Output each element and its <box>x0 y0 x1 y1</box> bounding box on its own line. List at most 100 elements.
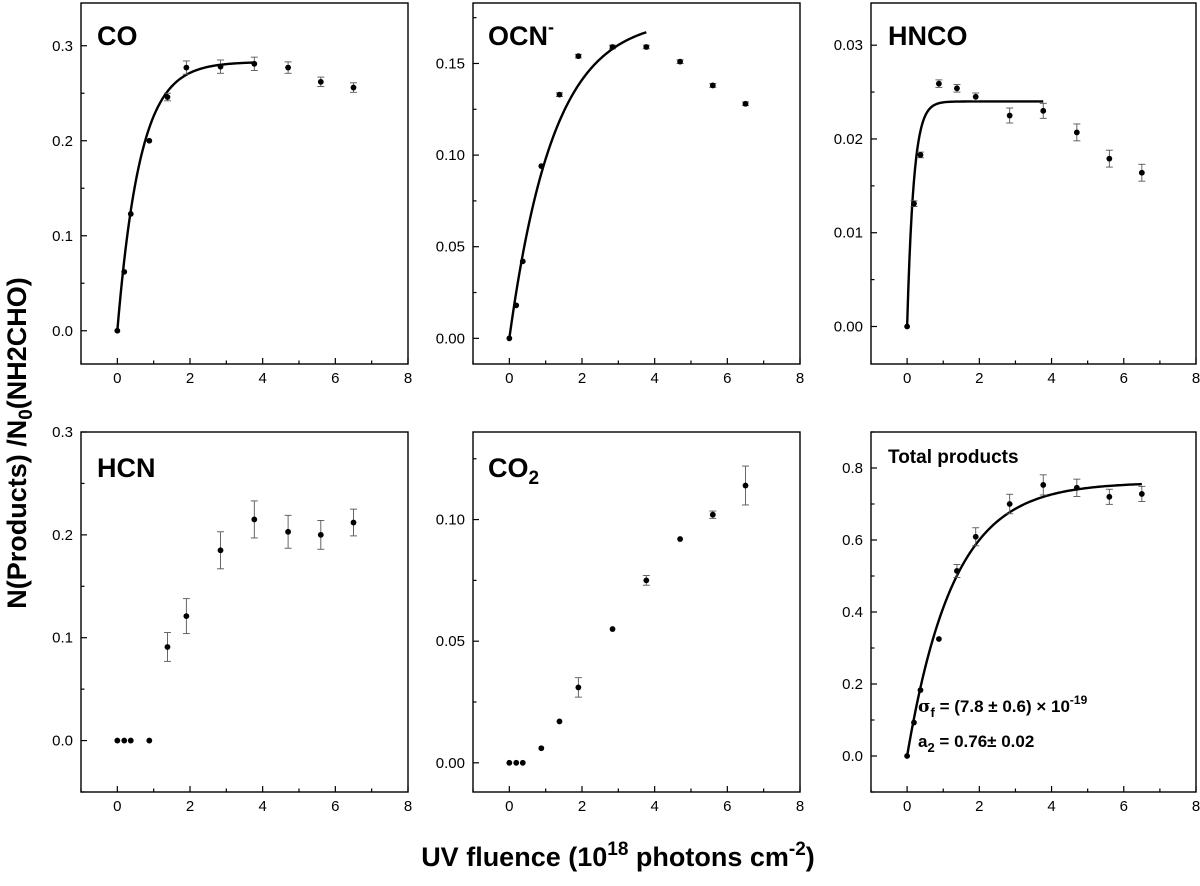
panel-label: Total products <box>888 447 1019 468</box>
y-tick-label: 0.2 <box>52 133 73 150</box>
plot-frame <box>472 2 801 365</box>
x-tick-label: 4 <box>650 370 658 387</box>
data-point <box>350 84 357 91</box>
panel-label-sup: - <box>548 17 554 37</box>
fit-curve <box>508 31 647 339</box>
x-tick-label: 2 <box>578 798 586 815</box>
data-point <box>1073 129 1080 136</box>
data-point <box>538 163 545 169</box>
data-point <box>575 684 582 691</box>
data-point <box>556 718 563 725</box>
panel-label-main: CO <box>488 453 529 483</box>
data-point <box>972 533 979 540</box>
y-tick-label: 0.03 <box>834 37 863 54</box>
fit-curve <box>905 100 1044 327</box>
data-point <box>742 482 749 489</box>
y-tick-label: 0.3 <box>52 38 73 55</box>
data-point <box>183 613 190 620</box>
annotation-a2: a2 = 0.76± 0.02 <box>918 732 1034 755</box>
y-axis-title-tail: (NH2CHO) <box>2 277 32 409</box>
x-tick-label: 6 <box>723 798 731 815</box>
panel-label: CO2 <box>488 453 539 489</box>
y-tick-label: 0.1 <box>52 630 73 647</box>
panel-label: OCN- <box>488 17 554 51</box>
y-tick-label: 0.3 <box>52 424 73 441</box>
data-point <box>1106 155 1113 162</box>
data-point <box>1073 484 1080 491</box>
data-point <box>251 60 258 67</box>
data-point <box>183 64 190 71</box>
data-point <box>677 536 683 542</box>
y-tick-label: 0.4 <box>842 604 863 621</box>
x-tick-label: 6 <box>331 370 339 387</box>
fit-curve <box>116 61 255 331</box>
x-axis-title-sup2: -2 <box>789 839 806 860</box>
data-point <box>146 137 153 144</box>
annotation-sigma-text: = (7.8 ± 0.6) × 10 <box>935 697 1070 716</box>
y-tick-label: 0.0 <box>842 748 863 765</box>
data-point <box>677 58 683 65</box>
data-point <box>1040 482 1047 488</box>
x-tick-label: 0 <box>903 798 911 815</box>
data-point <box>643 44 650 50</box>
x-tick-label: 4 <box>1047 798 1055 815</box>
x-tick-label: 8 <box>1192 798 1200 815</box>
data-point <box>911 719 917 726</box>
data-point <box>121 268 128 275</box>
data-point <box>972 93 979 100</box>
y-tick-label: 0.6 <box>842 532 863 549</box>
data-point <box>164 644 171 650</box>
plot-frame <box>80 2 409 365</box>
y-tick-label: 0.1 <box>52 228 73 245</box>
y-tick-label: 0.01 <box>834 225 863 242</box>
annotation-a2-symbol: a <box>918 732 928 751</box>
x-tick-label: 6 <box>331 798 339 815</box>
y-axis-title: N(Products) /N0(NH2CHO) <box>2 277 37 609</box>
data-point <box>556 91 563 98</box>
panel-label: CO <box>97 21 138 51</box>
panel-6: 0 2 4 6 8 0.0 0.2 0.4 0.6 0.8 Total products <box>842 431 1200 815</box>
data-point <box>917 687 924 694</box>
x-tick-label: 0 <box>505 798 513 815</box>
panel-3: 0 2 4 6 8 0.00 0.01 0.02 0.03 HNCO <box>834 2 1200 387</box>
data-point <box>643 577 650 584</box>
data-point <box>575 53 582 60</box>
y-tick-label: 0.2 <box>842 676 863 693</box>
data-point <box>1006 501 1013 507</box>
x-axis-title-tail: photons cm <box>628 842 789 872</box>
y-axis-title-sub: 0 <box>16 409 37 420</box>
data-point <box>917 152 924 158</box>
y-tick-label: 0.05 <box>436 633 465 650</box>
data-point <box>121 737 128 744</box>
data-point <box>217 547 224 554</box>
data-point <box>317 531 324 538</box>
annotation-sigma-sub: f <box>931 705 936 720</box>
x-axis-title-main: UV fluence (10 <box>421 842 607 872</box>
x-tick-label: 4 <box>258 798 266 815</box>
data-point <box>164 94 171 100</box>
data-point <box>935 80 942 87</box>
x-tick-label: 2 <box>975 370 983 387</box>
panel-label-main: HNCO <box>888 21 968 51</box>
data-point <box>114 327 121 334</box>
data-point <box>251 516 258 523</box>
data-point <box>904 323 911 330</box>
x-tick-label: 6 <box>723 370 731 387</box>
plot-frame <box>80 431 409 793</box>
plot-frame <box>870 2 1197 365</box>
data-point <box>609 626 616 632</box>
data-point <box>935 636 942 642</box>
data-point <box>1106 493 1113 500</box>
data-point <box>609 44 616 50</box>
x-tick-label: 8 <box>1192 370 1200 387</box>
x-tick-label: 2 <box>975 798 983 815</box>
x-tick-label: 6 <box>1120 798 1128 815</box>
y-tick-label: 0.2 <box>52 527 73 544</box>
y-tick-label: 0.00 <box>436 330 465 347</box>
annotation-sigma-sup: -19 <box>1070 693 1088 707</box>
x-tick-label: 0 <box>113 798 121 815</box>
x-tick-label: 2 <box>186 798 194 815</box>
panel-label-main: CO <box>97 21 138 51</box>
